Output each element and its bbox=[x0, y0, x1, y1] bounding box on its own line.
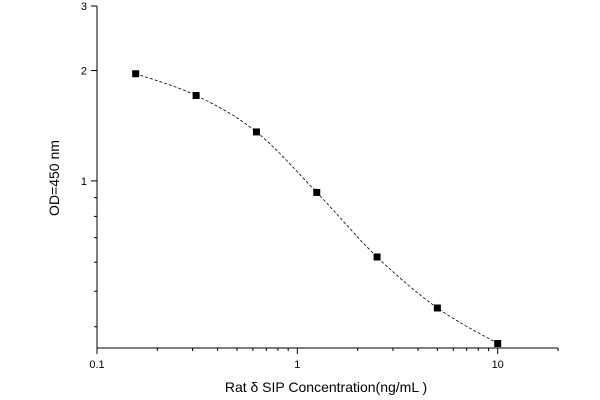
data-points bbox=[132, 70, 502, 348]
y-axis-title: OD=450 nm bbox=[46, 140, 62, 216]
x-tick-label: 0.1 bbox=[89, 359, 104, 371]
x-axis-title: Rat δ SIP Concentration(ng/mL ) bbox=[225, 379, 427, 395]
data-point bbox=[132, 70, 140, 78]
x-tick-label: 1 bbox=[294, 359, 300, 371]
data-point bbox=[433, 304, 441, 312]
curve-layer bbox=[135, 73, 498, 344]
y-tick-label: 1 bbox=[81, 176, 87, 188]
fit-curve bbox=[135, 73, 498, 344]
ticks: 0.1 1 10 1 2 3 bbox=[81, 1, 559, 371]
data-point bbox=[373, 253, 381, 261]
y-tick-label: 2 bbox=[81, 66, 87, 78]
data-point bbox=[192, 91, 200, 99]
data-point bbox=[252, 128, 260, 136]
y-tick-label: 3 bbox=[81, 1, 87, 13]
data-point bbox=[313, 188, 321, 196]
x-tick-label: 10 bbox=[492, 359, 504, 371]
axes bbox=[96, 6, 558, 349]
data-point bbox=[494, 340, 502, 348]
